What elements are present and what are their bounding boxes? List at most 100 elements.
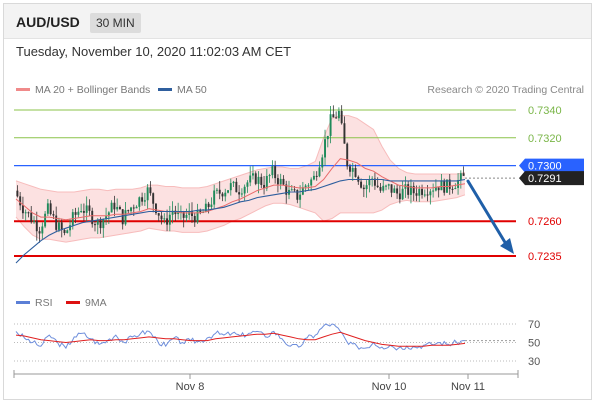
candle-body <box>99 220 102 229</box>
candle-body <box>185 214 188 218</box>
candle-body <box>429 191 432 196</box>
ma50-line <box>15 178 466 264</box>
candle-body <box>232 181 235 184</box>
candle-body <box>224 192 227 197</box>
candle-body <box>121 209 124 225</box>
candle-body <box>229 183 232 191</box>
candle-body <box>390 184 393 193</box>
candle-body <box>332 114 335 118</box>
candle-body <box>82 210 85 213</box>
candle-body <box>252 173 254 176</box>
candle-body <box>437 187 440 191</box>
legend-label: RSI <box>35 297 53 309</box>
rsi-tick-label: 50 <box>528 338 540 350</box>
candle-body <box>426 194 429 196</box>
price-level-label: 0.7235 <box>528 251 562 263</box>
candle-body <box>85 205 88 213</box>
candle-body <box>337 110 340 119</box>
candle-body <box>307 185 310 187</box>
candle-body <box>179 211 182 213</box>
legend-item-rsi: RSI <box>16 297 53 309</box>
bollinger-upper-line <box>15 115 466 193</box>
legend-swatch <box>16 87 30 91</box>
candle-body <box>376 185 379 188</box>
candle-body <box>293 189 296 191</box>
candle-body <box>412 185 415 194</box>
candle-body <box>166 218 169 225</box>
candle-body <box>107 212 110 217</box>
price-level-label: 0.7291 <box>528 173 562 185</box>
candle-body <box>160 215 163 220</box>
candle-body <box>215 189 218 191</box>
candle-body <box>257 176 260 184</box>
candle-body <box>91 210 94 225</box>
legend-swatch <box>16 300 30 304</box>
candle-body <box>318 167 321 177</box>
candle-body <box>118 206 121 210</box>
candle-body <box>49 203 52 215</box>
candle-body <box>326 135 329 140</box>
candle-body <box>398 193 401 200</box>
candle-body <box>379 187 382 191</box>
candle-body <box>77 211 80 215</box>
candle-body <box>146 187 149 201</box>
candle-body <box>157 213 160 216</box>
candle-body <box>362 187 365 190</box>
candle-body <box>46 203 49 214</box>
bollinger-band-area <box>16 115 465 243</box>
candle-body <box>55 215 58 230</box>
pivot-price-tag <box>519 158 584 173</box>
candle-body <box>204 203 207 213</box>
last-price-tag <box>519 171 584 186</box>
candle-body <box>409 185 412 195</box>
candle-body <box>130 207 132 212</box>
candle-body <box>152 193 155 204</box>
timeframe-badge[interactable]: 30 MIN <box>90 13 141 33</box>
candle-body <box>279 178 282 185</box>
candle-body <box>329 114 332 136</box>
candle-body <box>321 157 324 168</box>
candle-body <box>207 203 210 208</box>
candle-body <box>346 143 349 167</box>
candle-body <box>218 189 221 194</box>
candle-body <box>385 185 387 187</box>
legend-label: MA 20 + Bollinger Bands <box>35 84 151 96</box>
candle-body <box>418 188 421 196</box>
candle-body <box>360 181 363 188</box>
candle-body <box>124 210 127 225</box>
legend-swatch <box>158 87 172 91</box>
candle-body <box>249 175 252 183</box>
candle-body <box>254 173 257 184</box>
candle-body <box>113 202 116 210</box>
rsi-tick-label: 70 <box>528 319 540 331</box>
candle-body <box>268 175 271 177</box>
candle-body <box>163 218 166 220</box>
candle-body <box>315 175 318 177</box>
candle-body <box>365 185 368 190</box>
x-axis-tick-label: Nov 11 <box>451 381 485 393</box>
candle-body <box>260 176 263 185</box>
candle-body <box>155 203 157 214</box>
report-timestamp: Tuesday, November 10, 2020 11:02:03 AM C… <box>16 44 292 59</box>
price-level-label: 0.7320 <box>528 133 562 145</box>
candle-body <box>35 220 38 232</box>
candle-body <box>324 139 326 158</box>
candle-body <box>174 210 177 215</box>
candle-body <box>304 185 307 188</box>
candle-body <box>290 189 293 191</box>
candle-body <box>459 173 462 181</box>
chart-frame <box>3 3 592 400</box>
candle-body <box>373 178 376 186</box>
candle-body <box>138 197 141 207</box>
candle-body <box>168 214 171 225</box>
candle-body <box>238 192 241 195</box>
candle-body <box>349 166 351 172</box>
bollinger-lower-line <box>15 194 466 243</box>
x-axis-tick-label: Nov 8 <box>176 381 205 393</box>
candle-body <box>102 219 105 229</box>
price-level-label: 0.7340 <box>528 105 562 117</box>
candle-body <box>193 215 196 223</box>
candle-body <box>296 189 299 200</box>
candle-body <box>221 193 224 197</box>
legend-item-ma20-bollinger: MA 20 + Bollinger Bands <box>16 84 150 96</box>
